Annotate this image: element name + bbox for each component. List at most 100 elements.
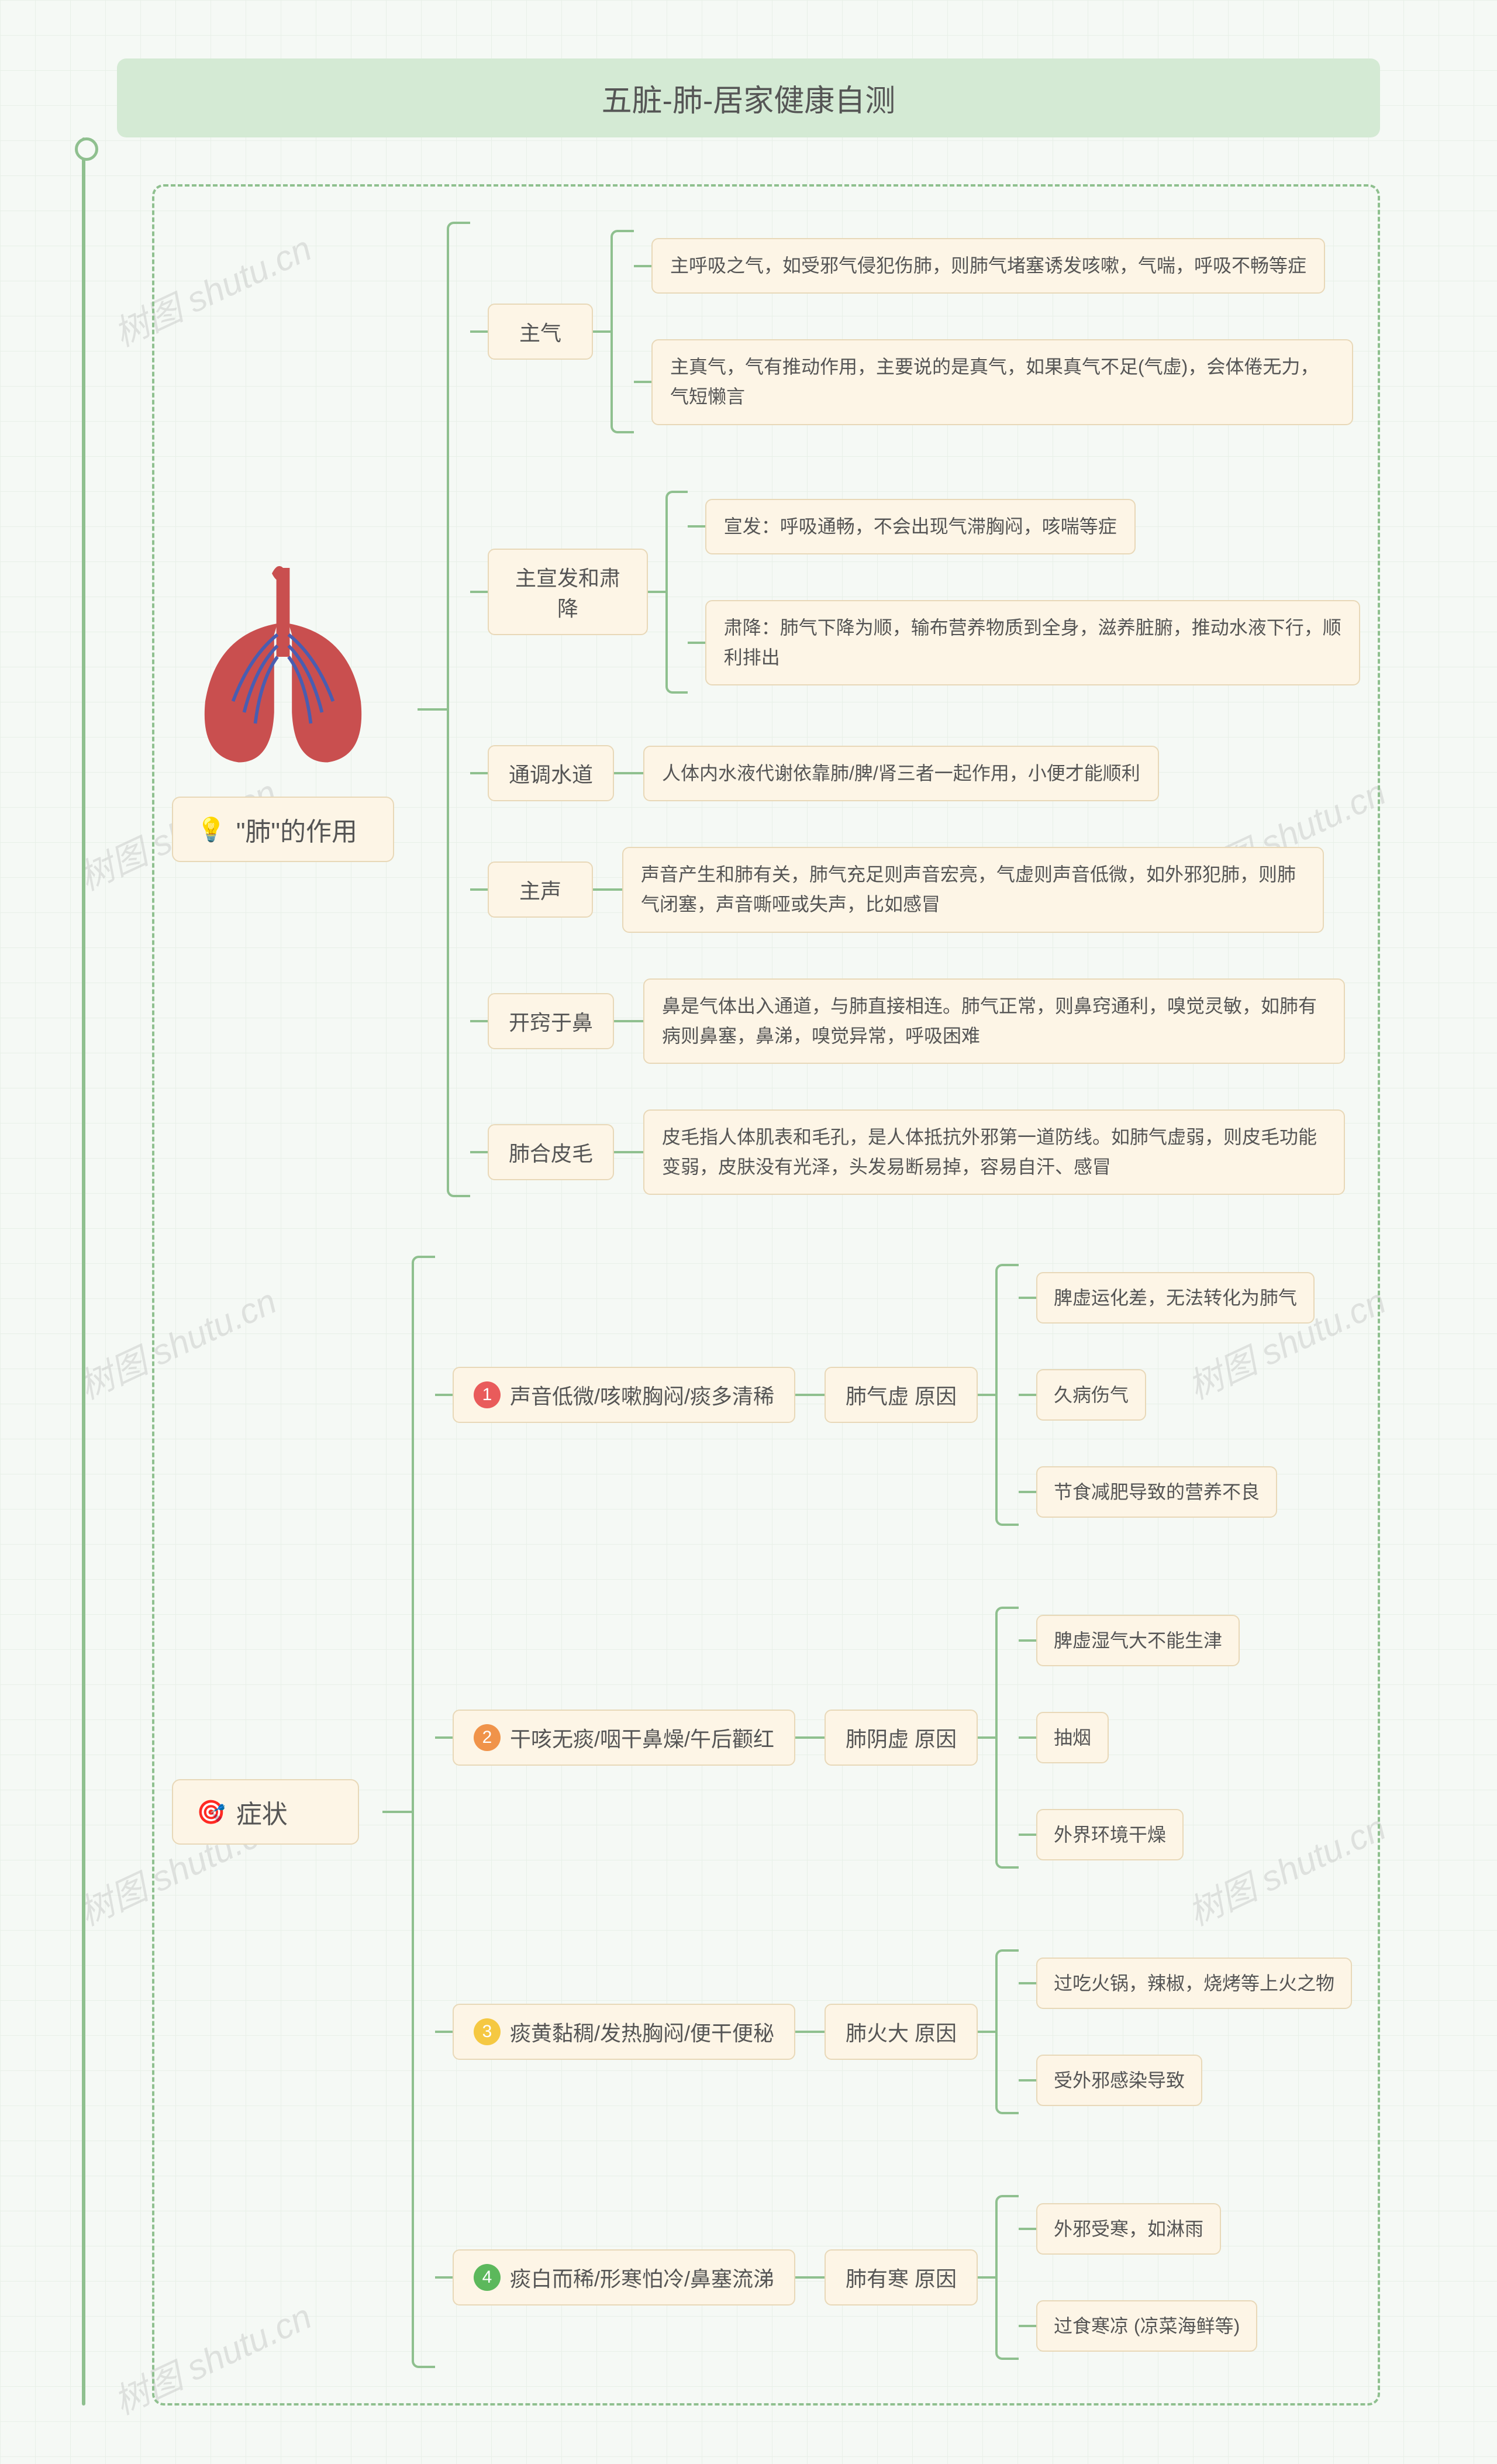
connector — [795, 1736, 825, 1739]
main-connector — [82, 137, 85, 2406]
connector — [795, 1394, 825, 1396]
cause-text: 外界环境干燥 — [1036, 1809, 1184, 1860]
connector — [978, 2031, 995, 2033]
cause-text: 久病伤气 — [1036, 1369, 1146, 1421]
connector — [1019, 1394, 1036, 1396]
connector — [418, 708, 447, 711]
section-symptoms: 🎯 症状 1 声音低微/咳嗽胸闷/痰多清稀 肺气虚 原因 — [172, 1244, 1360, 2380]
connector — [634, 381, 651, 383]
connector — [1019, 1834, 1036, 1836]
num-badge-2: 2 — [474, 1724, 501, 1751]
leaf-text: 主呼吸之气，如受邪气侵犯伤肺，则肺气堵塞诱发咳嗽，气喘，呼吸不畅等症 — [651, 238, 1325, 294]
connector — [1019, 1491, 1036, 1493]
connector — [470, 330, 488, 333]
node-zhuqi: 主气 — [488, 304, 593, 360]
connector — [978, 1736, 995, 1739]
connector — [1019, 2228, 1036, 2230]
connector — [795, 2276, 825, 2279]
leaf-text: 人体内水液代谢依靠肺/脾/肾三者一起作用，小便才能顺利 — [643, 746, 1159, 801]
connector — [1019, 1639, 1036, 1642]
root-functions: 💡 "肺"的作用 — [172, 797, 394, 862]
symptom-row-4: 4 痰白而稀/形寒怕冷/鼻塞流涕 肺有寒 原因 外邪受寒，如淋雨 过食寒凉 (凉… — [435, 2189, 1352, 2366]
branch-zhuqi: 主气 主呼吸之气，如受邪气侵犯伤肺，则肺气堵塞诱发咳嗽，气喘，呼吸不畅等症 主真… — [470, 224, 1360, 439]
symptom-node-4: 4 痰白而稀/形寒怕冷/鼻塞流涕 — [453, 2249, 795, 2306]
connector — [634, 265, 651, 267]
connector — [593, 888, 622, 891]
bracket — [995, 1264, 1019, 1526]
symptom-mid-1: 肺气虚 原因 — [825, 1367, 978, 1423]
leaf-text: 主真气，气有推动作用，主要说的是真气，如果真气不足(气虚)，会体倦无力，气短懒言 — [651, 339, 1353, 425]
cause-text: 抽烟 — [1036, 1712, 1109, 1763]
connector — [435, 1736, 453, 1739]
connector — [435, 2276, 453, 2279]
symptom-row-1: 1 声音低微/咳嗽胸闷/痰多清稀 肺气虚 原因 脾虚运化差，无法转化为肺气 久病… — [435, 1258, 1352, 1532]
connector — [1019, 1297, 1036, 1299]
bulb-icon: 💡 — [196, 816, 226, 843]
connector — [614, 1020, 643, 1022]
num-badge-1: 1 — [474, 1381, 501, 1408]
cause-text: 节食减肥导致的营养不良 — [1036, 1466, 1277, 1518]
connector — [470, 772, 488, 774]
symptom-label: 干咳无痰/咽干鼻燥/午后颧红 — [510, 1722, 774, 1753]
num-badge-4: 4 — [474, 2264, 501, 2291]
mindmap-container: 💡 "肺"的作用 主气 主呼吸之气，如受邪气侵犯伤肺，则肺气堵塞诱发咳嗽，气喘，… — [152, 184, 1380, 2406]
leaf-text: 宣发：呼吸通畅，不会出现气滞胸闷，咳喘等症 — [705, 499, 1136, 554]
connector — [470, 1020, 488, 1022]
bracket — [995, 2195, 1019, 2360]
lung-icon — [172, 557, 394, 779]
branch-xuanfa: 主宣发和肃降 宣发：呼吸通畅，不会出现气滞胸闷，咳喘等症 肃降：肺气下降为顺，输… — [470, 485, 1360, 700]
branch-pimao: 肺合皮毛 皮毛指人体肌表和毛孔，是人体抵抗外邪第一道防线。如肺气虚弱，则皮毛功能… — [470, 1109, 1360, 1195]
root-symptoms-label: 症状 — [236, 1793, 288, 1831]
page-title: 五脏-肺-居家健康自测 — [117, 58, 1380, 137]
symptom-label: 痰黄黏稠/发热胸闷/便干便秘 — [510, 2017, 774, 2047]
connector — [470, 591, 488, 593]
bracket — [995, 1949, 1019, 2114]
symptom-node-1: 1 声音低微/咳嗽胸闷/痰多清稀 — [453, 1367, 795, 1423]
connector — [688, 525, 705, 528]
cause-text: 脾虚湿气大不能生津 — [1036, 1615, 1240, 1666]
node-pimao: 肺合皮毛 — [488, 1124, 614, 1180]
connector — [470, 1151, 488, 1153]
num-badge-3: 3 — [474, 2018, 501, 2045]
symptom-label: 声音低微/咳嗽胸闷/痰多清稀 — [510, 1380, 774, 1410]
leaf-text: 肃降：肺气下降为顺，输布营养物质到全身，滋养脏腑，推动水液下行，顺利排出 — [705, 600, 1360, 685]
connector — [978, 2276, 995, 2279]
leaf-text: 鼻是气体出入通道，与肺直接相连。肺气正常，则鼻窍通利，嗅觉灵敏，如肺有病则鼻塞，… — [643, 978, 1345, 1064]
bracket — [447, 222, 470, 1197]
cause-text: 外邪受寒，如淋雨 — [1036, 2203, 1221, 2255]
symptom-mid-3: 肺火大 原因 — [825, 2004, 978, 2060]
target-icon: 🎯 — [196, 1798, 226, 1826]
symptom-mid-4: 肺有寒 原因 — [825, 2249, 978, 2306]
connector — [978, 1394, 995, 1396]
branch-shuidao: 通调水道 人体内水液代谢依靠肺/脾/肾三者一起作用，小便才能顺利 — [470, 745, 1360, 801]
cause-text: 受外邪感染导致 — [1036, 2055, 1202, 2106]
connector — [435, 1394, 453, 1396]
bracket — [995, 1607, 1019, 1869]
node-shuidao: 通调水道 — [488, 745, 614, 801]
bracket — [412, 1256, 435, 2368]
section-functions: 💡 "肺"的作用 主气 主呼吸之气，如受邪气侵犯伤肺，则肺气堵塞诱发咳嗽，气喘，… — [172, 210, 1360, 1209]
node-zhusheng: 主声 — [488, 861, 593, 918]
branch-bi: 开窍于鼻 鼻是气体出入通道，与肺直接相连。肺气正常，则鼻窍通利，嗅觉灵敏，如肺有… — [470, 978, 1360, 1064]
bracket — [610, 230, 634, 433]
root-functions-label: "肺"的作用 — [236, 811, 357, 848]
symptom-node-2: 2 干咳无痰/咽干鼻燥/午后颧红 — [453, 1710, 795, 1766]
connector — [382, 1811, 412, 1813]
leaf-text: 声音产生和肺有关，肺气充足则声音宏亮，气虚则声音低微，如外邪犯肺，则肺气闭塞，声… — [622, 847, 1324, 932]
cause-text: 脾虚运化差，无法转化为肺气 — [1036, 1272, 1315, 1324]
connector — [614, 1151, 643, 1153]
node-bi: 开窍于鼻 — [488, 993, 614, 1049]
branch-zhusheng: 主声 声音产生和肺有关，肺气充足则声音宏亮，气虚则声音低微，如外邪犯肺，则肺气闭… — [470, 847, 1360, 932]
node-xuanfa: 主宣发和肃降 — [488, 549, 648, 635]
leaf-text: 皮毛指人体肌表和毛孔，是人体抵抗外邪第一道防线。如肺气虚弱，则皮毛功能变弱，皮肤… — [643, 1109, 1345, 1195]
connector — [688, 642, 705, 644]
connector — [795, 2031, 825, 2033]
cause-text: 过吃火锅，辣椒，烧烤等上火之物 — [1036, 1958, 1352, 2009]
connector — [1019, 1982, 1036, 1984]
symptom-mid-2: 肺阴虚 原因 — [825, 1710, 978, 1766]
connector — [470, 888, 488, 891]
connector — [593, 330, 610, 333]
symptom-row-2: 2 干咳无痰/咽干鼻燥/午后颧红 肺阴虚 原因 脾虚湿气大不能生津 抽烟 外界环… — [435, 1601, 1352, 1874]
connector — [648, 591, 665, 593]
connector — [1019, 2079, 1036, 2082]
